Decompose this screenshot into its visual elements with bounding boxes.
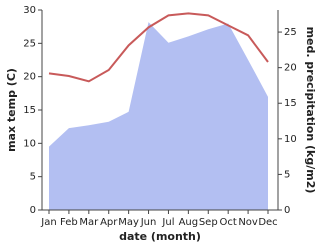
x-tick-label: Apr bbox=[100, 217, 118, 228]
x-tick-label: Aug bbox=[179, 217, 199, 228]
chart: date (month) max temp (C) med. precipita… bbox=[5, 5, 317, 243]
y-tick-label: 15 bbox=[23, 105, 36, 116]
y2-tick-label: 10 bbox=[284, 134, 297, 145]
y2-axis-label: med. precipitation (kg/m2) bbox=[304, 27, 317, 194]
y-tick-label: 30 bbox=[23, 5, 36, 16]
y-tick-label: 10 bbox=[23, 138, 36, 149]
x-tick-label: Oct bbox=[220, 217, 237, 228]
x-tick-label: Jun bbox=[140, 217, 157, 228]
y2-tick-label: 0 bbox=[284, 205, 290, 216]
x-axis-label: date (month) bbox=[119, 230, 201, 243]
y2-tick-label: 20 bbox=[284, 63, 297, 74]
y-tick-label: 5 bbox=[30, 172, 36, 183]
x-tick-label: Dec bbox=[258, 217, 277, 228]
x-tick-label: Feb bbox=[60, 217, 78, 228]
temp-line bbox=[48, 12, 269, 83]
x-tick-label: May bbox=[118, 217, 139, 228]
x-tick-label: Jul bbox=[161, 217, 174, 228]
y-tick-label: 25 bbox=[23, 38, 36, 49]
y-tick-label: 20 bbox=[23, 72, 36, 83]
x-tick-label: Mar bbox=[79, 217, 99, 228]
y2-tick-label: 25 bbox=[284, 27, 297, 38]
x-tick-label: Jan bbox=[40, 217, 56, 228]
y-tick-label: 0 bbox=[30, 205, 36, 216]
x-tick-label: Sep bbox=[199, 217, 218, 228]
y2-tick-label: 5 bbox=[284, 169, 290, 180]
precipitation-area bbox=[49, 22, 268, 211]
x-tick-label: Nov bbox=[238, 217, 258, 228]
y2-tick-label: 15 bbox=[284, 98, 297, 109]
y-axis-label: max temp (C) bbox=[5, 68, 18, 152]
